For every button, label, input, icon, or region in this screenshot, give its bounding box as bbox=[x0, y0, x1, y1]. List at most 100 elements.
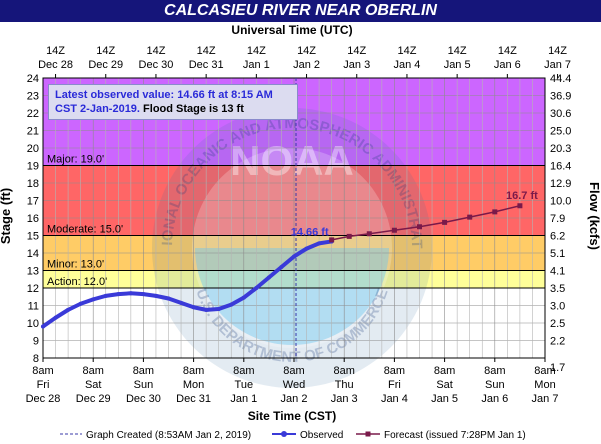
x-tick-day: Wed bbox=[283, 379, 305, 391]
observed-point bbox=[204, 307, 209, 312]
top-tick-time: 14Z bbox=[548, 45, 567, 57]
forecast-point bbox=[517, 203, 523, 209]
x-tick-date: Jan 5 bbox=[431, 393, 458, 405]
x-tick-time: 8am bbox=[534, 365, 555, 377]
y-tick-label: 10 bbox=[27, 318, 39, 330]
legend-observed-marker bbox=[281, 431, 287, 437]
x-tick-time: 8am bbox=[434, 365, 455, 377]
x-tick-date: Jan 3 bbox=[331, 393, 358, 405]
forecast-point bbox=[417, 224, 422, 230]
observed-point bbox=[292, 254, 296, 259]
y-tick-label: 20 bbox=[27, 143, 39, 155]
forecast-point bbox=[391, 227, 397, 233]
observed-point bbox=[166, 296, 171, 301]
top-tick-date: Dec 28 bbox=[38, 59, 73, 71]
y-tick-label: 19 bbox=[27, 161, 39, 173]
forecast-peak-label: 16.7 ft bbox=[506, 190, 538, 202]
top-tick-date: Jan 3 bbox=[343, 59, 370, 71]
x-tick-day: Mon bbox=[534, 379, 555, 391]
y2-tick-label: 1.7 bbox=[550, 362, 565, 374]
observed-point bbox=[191, 305, 196, 310]
latest-observation-notice: Latest observed value: 14.66 ft at 8:15 … bbox=[48, 84, 298, 120]
y-tick-label: 12 bbox=[27, 283, 39, 295]
x-tick-day: Fri bbox=[388, 379, 401, 391]
notice-date: CST 2-Jan-2019. bbox=[55, 103, 140, 115]
legend-observed-label: Observed bbox=[300, 430, 343, 441]
top-tick-time: 14Z bbox=[498, 45, 517, 57]
top-tick-time: 14Z bbox=[146, 45, 165, 57]
bottom-axis-title: Site Time (CST) bbox=[248, 409, 336, 423]
observed-point bbox=[229, 302, 234, 307]
y2-tick-label: 4.1 bbox=[550, 266, 565, 278]
x-tick-date: Jan 7 bbox=[532, 393, 559, 405]
legend-created-label: Graph Created (8:53AM Jan 2, 2019) bbox=[86, 430, 251, 441]
observed-point bbox=[304, 246, 309, 251]
x-tick-day: Mon bbox=[183, 379, 204, 391]
top-tick-time: 14Z bbox=[197, 45, 216, 57]
y-tick-label: 21 bbox=[27, 126, 39, 138]
forecast-point bbox=[467, 214, 473, 220]
y2-tick-label: 25.0 bbox=[550, 126, 571, 138]
top-tick-date: Dec 29 bbox=[88, 59, 123, 71]
x-tick-time: 8am bbox=[484, 365, 505, 377]
y-tick-label: 15 bbox=[27, 231, 39, 243]
observed-latest-label: 14.66 ft bbox=[291, 226, 329, 238]
top-tick-date: Dec 30 bbox=[139, 59, 174, 71]
y2-tick-label: 6.2 bbox=[550, 231, 565, 243]
observed-point bbox=[78, 301, 83, 306]
band-label-minor: Minor: 13.0' bbox=[47, 259, 104, 271]
x-tick-time: 8am bbox=[283, 365, 304, 377]
notice-flood-stage: Flood Stage is 13 ft bbox=[139, 103, 244, 115]
observed-point bbox=[41, 324, 45, 329]
y-tick-label: 18 bbox=[27, 178, 39, 190]
y-tick-label: 23 bbox=[27, 91, 39, 103]
top-tick-date: Jan 7 bbox=[544, 59, 571, 71]
x-tick-day: Tue bbox=[235, 379, 254, 391]
top-tick-date: Jan 1 bbox=[243, 59, 270, 71]
band-label-action: Action: 12.0' bbox=[47, 276, 107, 288]
y-tick-label: 22 bbox=[27, 108, 39, 120]
top-tick-time: 14Z bbox=[46, 45, 65, 57]
x-tick-day: Fri bbox=[37, 379, 50, 391]
observed-series-line bbox=[41, 239, 334, 329]
legend-forecast-label: Forecast (issued 7:28PM Jan 1) bbox=[384, 430, 526, 441]
top-tick-date: Jan 2 bbox=[293, 59, 320, 71]
observed-point bbox=[254, 286, 259, 290]
observed-point bbox=[103, 293, 108, 298]
forecast-point bbox=[366, 231, 372, 237]
x-tick-date: Dec 31 bbox=[176, 393, 211, 405]
y-tick-label: 13 bbox=[27, 266, 39, 278]
forecast-point bbox=[492, 209, 498, 215]
forecast-point bbox=[346, 233, 352, 239]
top-tick-time: 14Z bbox=[397, 45, 416, 57]
y-tick-label: 8 bbox=[33, 353, 39, 365]
band-label-major: Major: 19.0' bbox=[47, 154, 104, 166]
observed-point bbox=[153, 293, 158, 298]
top-tick-time: 14Z bbox=[347, 45, 366, 57]
top-tick-date: Jan 6 bbox=[494, 59, 521, 71]
x-tick-time: 8am bbox=[133, 365, 154, 377]
y2-tick-label: 5.1 bbox=[550, 248, 565, 260]
y2-tick-label: 44.4 bbox=[550, 73, 571, 85]
observed-point bbox=[266, 275, 271, 280]
y-tick-label: 24 bbox=[27, 73, 39, 85]
y2-tick-label: 20.3 bbox=[550, 143, 571, 155]
x-tick-time: 8am bbox=[233, 365, 254, 377]
x-tick-day: Sun bbox=[134, 379, 154, 391]
top-axis-title: Universal Time (UTC) bbox=[231, 23, 352, 37]
y2-tick-label: 30.6 bbox=[550, 108, 571, 120]
y2-tick-label: 36.9 bbox=[550, 91, 571, 103]
x-tick-day: Thu bbox=[335, 379, 354, 391]
x-tick-day: Sun bbox=[485, 379, 505, 391]
x-tick-date: Jan 6 bbox=[481, 393, 508, 405]
x-tick-date: Dec 28 bbox=[26, 393, 61, 405]
x-tick-time: 8am bbox=[384, 365, 405, 377]
forecast-point bbox=[329, 237, 335, 243]
y-tick-label: 16 bbox=[27, 213, 39, 225]
y2-tick-label: 2.5 bbox=[550, 318, 565, 330]
observed-point bbox=[128, 291, 133, 296]
y2-tick-label: 7.9 bbox=[550, 213, 565, 225]
forecast-point bbox=[442, 219, 448, 225]
top-tick-time: 14Z bbox=[448, 45, 467, 57]
y2-tick-label: 16.4 bbox=[550, 161, 571, 173]
